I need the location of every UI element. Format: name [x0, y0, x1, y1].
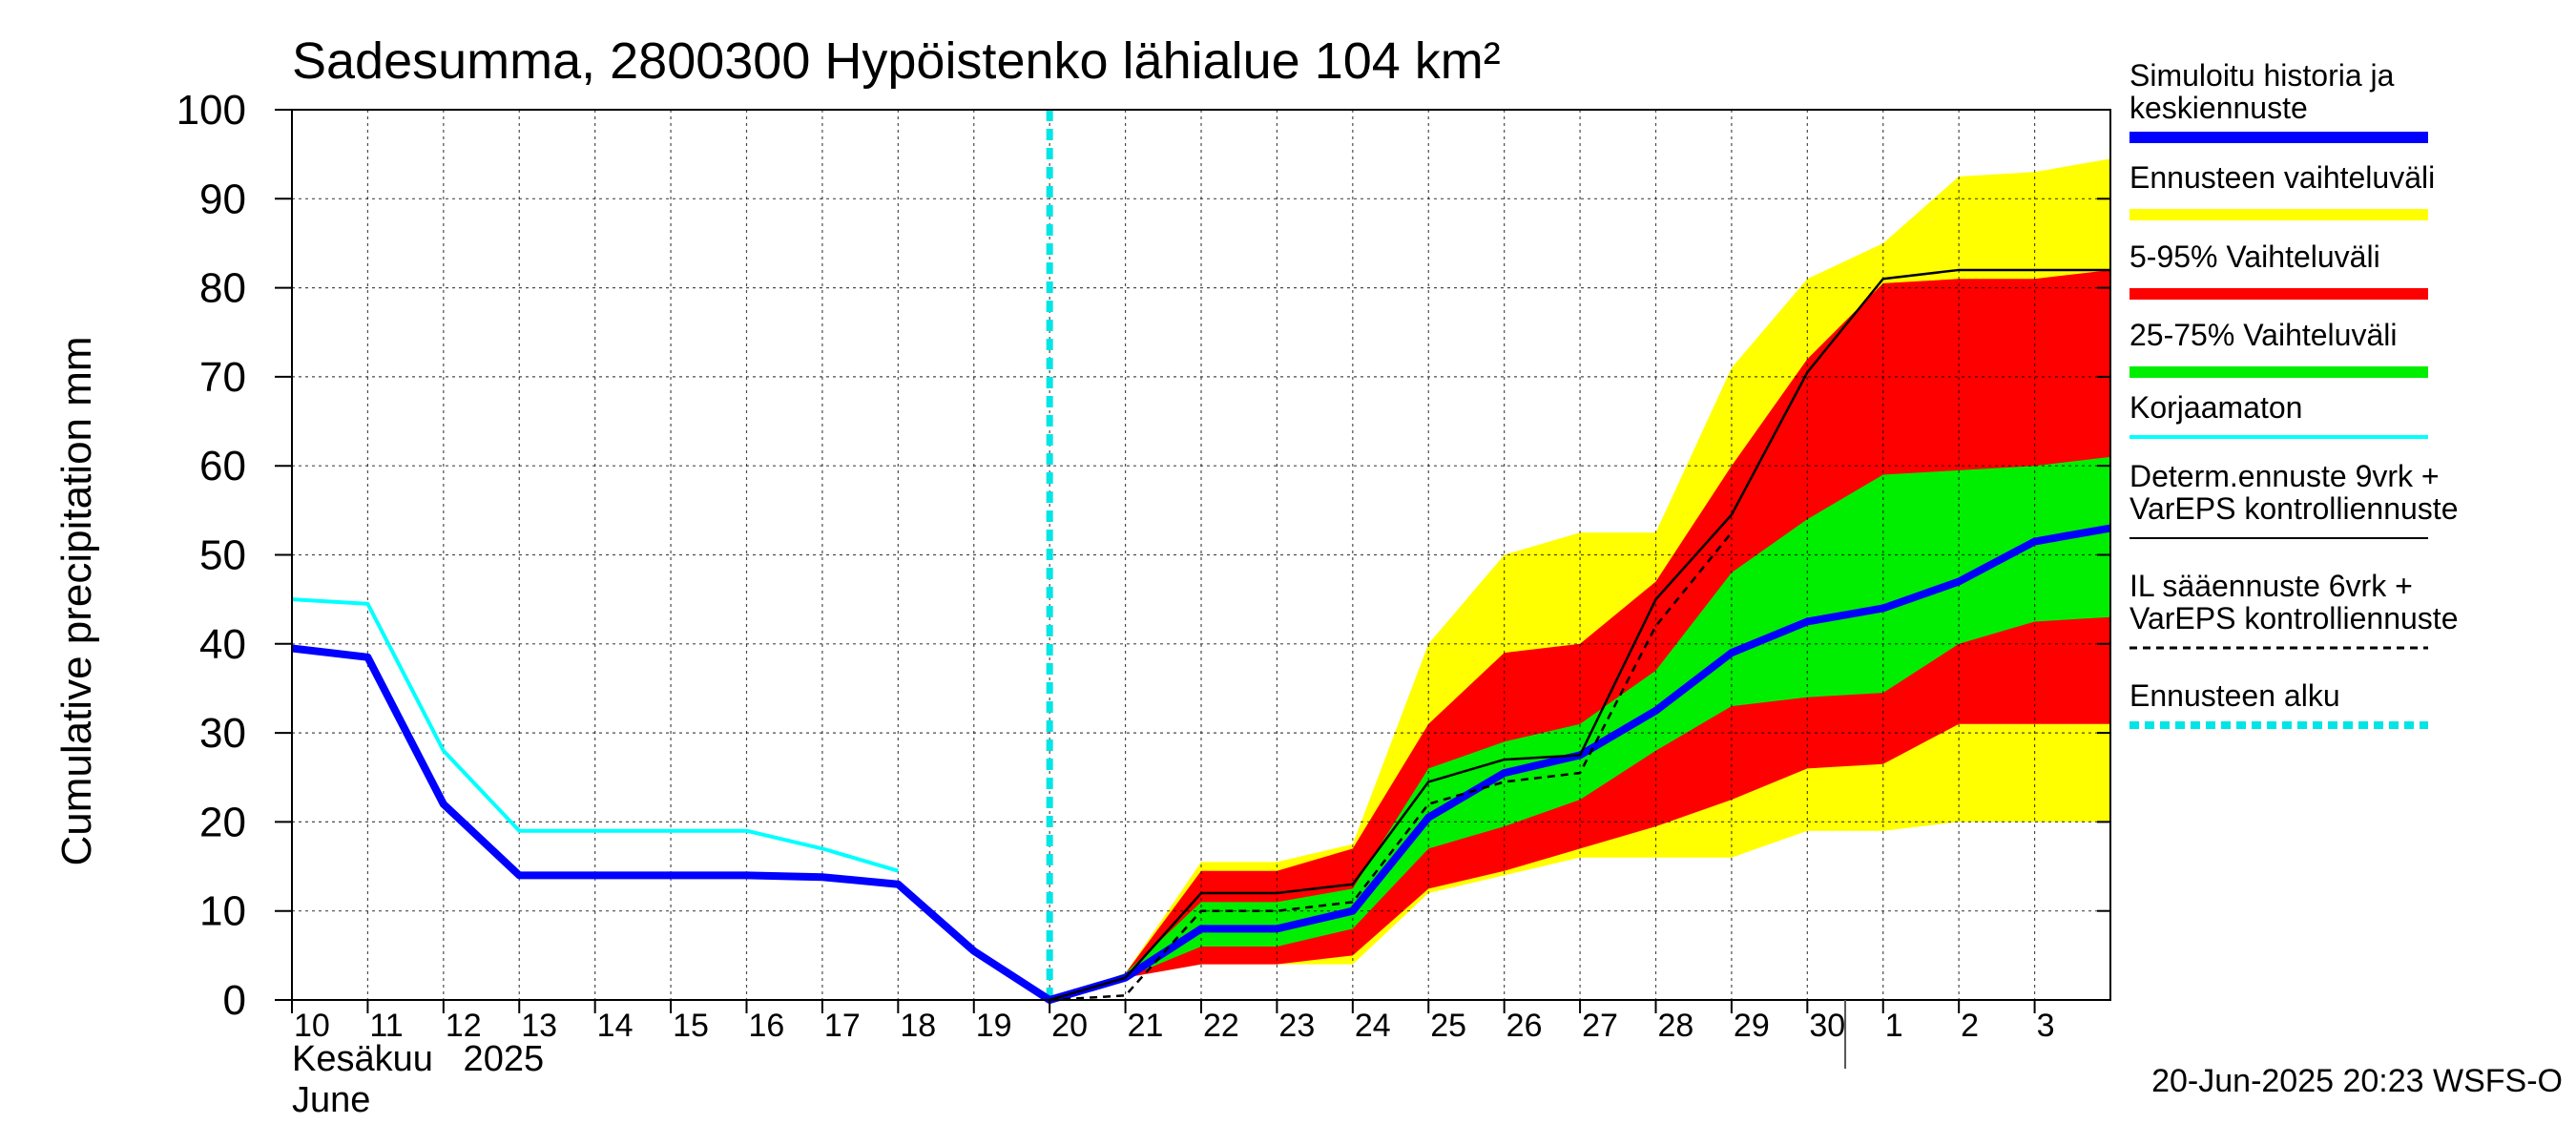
x-tick-label: 13 [521, 1008, 557, 1044]
x-tick-label: 29 [1734, 1008, 1770, 1044]
legend-label-2: 5-95% Vaihteluväli [2129, 239, 2380, 274]
month-label: Kesäkuu 2025 [292, 1039, 544, 1079]
y-axis-label: Cumulative precipitation mm [53, 336, 100, 865]
y-tick-label: 40 [199, 621, 246, 668]
y-tick-label: 30 [199, 710, 246, 757]
legend-label2-0: keskiennuste [2129, 91, 2308, 125]
legend-label-5: Determ.ennuste 9vrk + [2129, 459, 2440, 493]
y-tick-label: 50 [199, 532, 246, 579]
legend-label-0: Simuloitu historia ja [2129, 58, 2395, 93]
y-tick-label: 60 [199, 443, 246, 489]
x-tick-label: 28 [1658, 1008, 1694, 1044]
x-tick-label: 21 [1128, 1008, 1164, 1044]
y-tick-label: 100 [177, 87, 246, 134]
x-tick-label: 23 [1278, 1008, 1315, 1044]
y-tick-label: 90 [199, 176, 246, 222]
grid [292, 110, 2110, 1000]
x-tick-label: 17 [824, 1008, 861, 1044]
x-tick-label: 25 [1430, 1008, 1466, 1044]
month-label-en: June [292, 1080, 370, 1120]
legend-label-1: Ennusteen vaihteluväli [2129, 160, 2435, 195]
x-tick-label: 1 [1885, 1008, 1903, 1044]
series-line-0 [291, 597, 899, 873]
series-line-1 [291, 524, 2111, 1004]
x-tick-label: 30 [1809, 1008, 1845, 1044]
x-tick-label: 3 [2037, 1008, 2055, 1044]
y-tick-label: 20 [199, 799, 246, 845]
series-line-3 [1049, 531, 1733, 1002]
x-tick-label: 19 [976, 1008, 1012, 1044]
y-tick-label: 10 [199, 888, 246, 935]
y-tick-label: 80 [199, 265, 246, 312]
band-1 [1049, 269, 2110, 1000]
timestamp: 20-Jun-2025 20:23 WSFS-O [2151, 1063, 2563, 1099]
series-line-2 [1049, 268, 2110, 1002]
x-tick-label: 11 [369, 1008, 403, 1044]
x-tick-label: 14 [597, 1008, 634, 1044]
x-tick-label: 2 [1961, 1008, 1979, 1044]
series-lines [291, 268, 2111, 1004]
chart-title: Sadesumma, 2800300 Hypöistenko lähialue … [292, 32, 1501, 90]
legend-label2-5: VarEPS kontrolliennuste [2129, 491, 2458, 526]
x-tick-label: 27 [1582, 1008, 1618, 1044]
x-tick-label: 16 [749, 1008, 785, 1044]
x-tick-label: 12 [446, 1008, 482, 1044]
x-tick-label: 24 [1355, 1008, 1391, 1044]
legend-label-4: Korjaamaton [2129, 390, 2302, 425]
y-tick-label: 70 [199, 354, 246, 401]
x-tick-label: 15 [673, 1008, 709, 1044]
x-tick-label: 10 [294, 1008, 330, 1044]
x-tick-label: 26 [1506, 1008, 1543, 1044]
x-tick-label: 20 [1051, 1008, 1088, 1044]
x-tick-label: 22 [1203, 1008, 1239, 1044]
legend-label2-6: VarEPS kontrolliennuste [2129, 601, 2458, 635]
y-tick-label: 0 [223, 977, 246, 1024]
band-2 [1049, 456, 2110, 1000]
x-tick-label: 18 [900, 1008, 936, 1044]
legend-label-6: IL sääennuste 6vrk + [2129, 569, 2413, 603]
legend-label-7: Ennusteen alku [2129, 678, 2340, 713]
legend-label-3: 25-75% Vaihteluväli [2129, 318, 2397, 352]
